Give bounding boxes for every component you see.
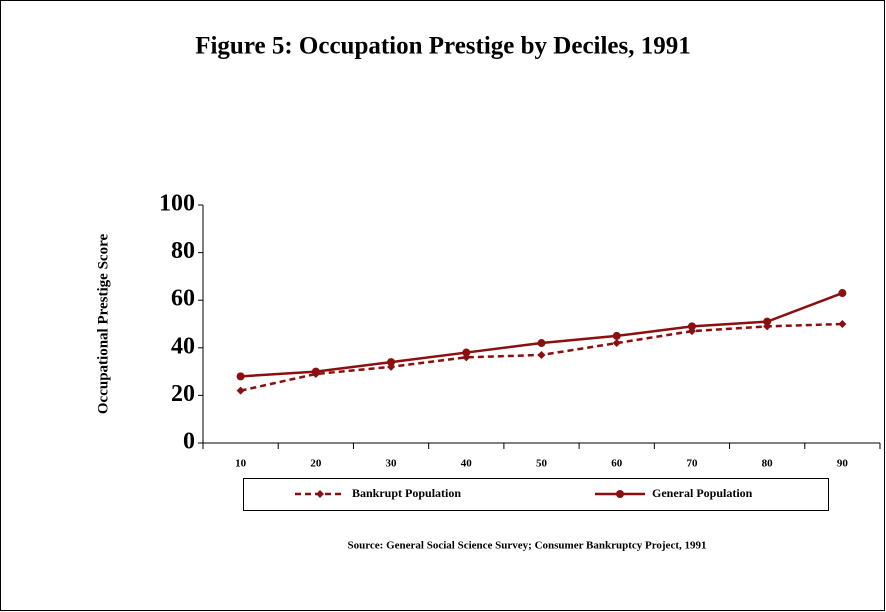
y-tick-label: 80 <box>171 238 195 264</box>
marker <box>236 372 245 381</box>
y-tick-label: 40 <box>171 333 195 359</box>
marker <box>537 350 546 359</box>
source-note: Source: General Social Science Survey; C… <box>348 540 707 552</box>
x-tick-label: 30 <box>386 458 398 470</box>
marker <box>616 490 624 498</box>
legend-label: Bankrupt Population <box>352 486 461 500</box>
x-tick-label: 50 <box>536 458 548 470</box>
marker <box>612 331 621 340</box>
y-tick-label: 60 <box>171 286 195 312</box>
y-tick-label: 20 <box>171 381 195 407</box>
legend-label: General Population <box>652 486 753 500</box>
marker <box>838 289 847 298</box>
y-tick-label: 0 <box>183 429 195 455</box>
x-tick-label: 70 <box>686 458 698 470</box>
marker <box>316 490 324 498</box>
marker <box>387 358 396 367</box>
marker <box>838 320 847 328</box>
x-tick-label: 90 <box>837 458 849 470</box>
chart-title: Figure 5: Occupation Prestige by Deciles… <box>195 33 691 60</box>
marker <box>687 322 696 331</box>
marker <box>311 367 320 376</box>
y-axis-label: Occupational Prestige Score <box>95 234 111 415</box>
marker <box>612 339 621 348</box>
y-tick-label: 100 <box>159 191 195 217</box>
x-tick-label: 40 <box>461 458 473 470</box>
x-tick-label: 10 <box>235 458 247 470</box>
x-tick-label: 60 <box>611 458 623 470</box>
marker <box>462 348 471 357</box>
marker <box>537 339 546 348</box>
marker <box>763 317 772 326</box>
marker <box>236 386 245 395</box>
x-tick-label: 80 <box>762 458 774 470</box>
x-tick-label: 20 <box>310 458 322 470</box>
